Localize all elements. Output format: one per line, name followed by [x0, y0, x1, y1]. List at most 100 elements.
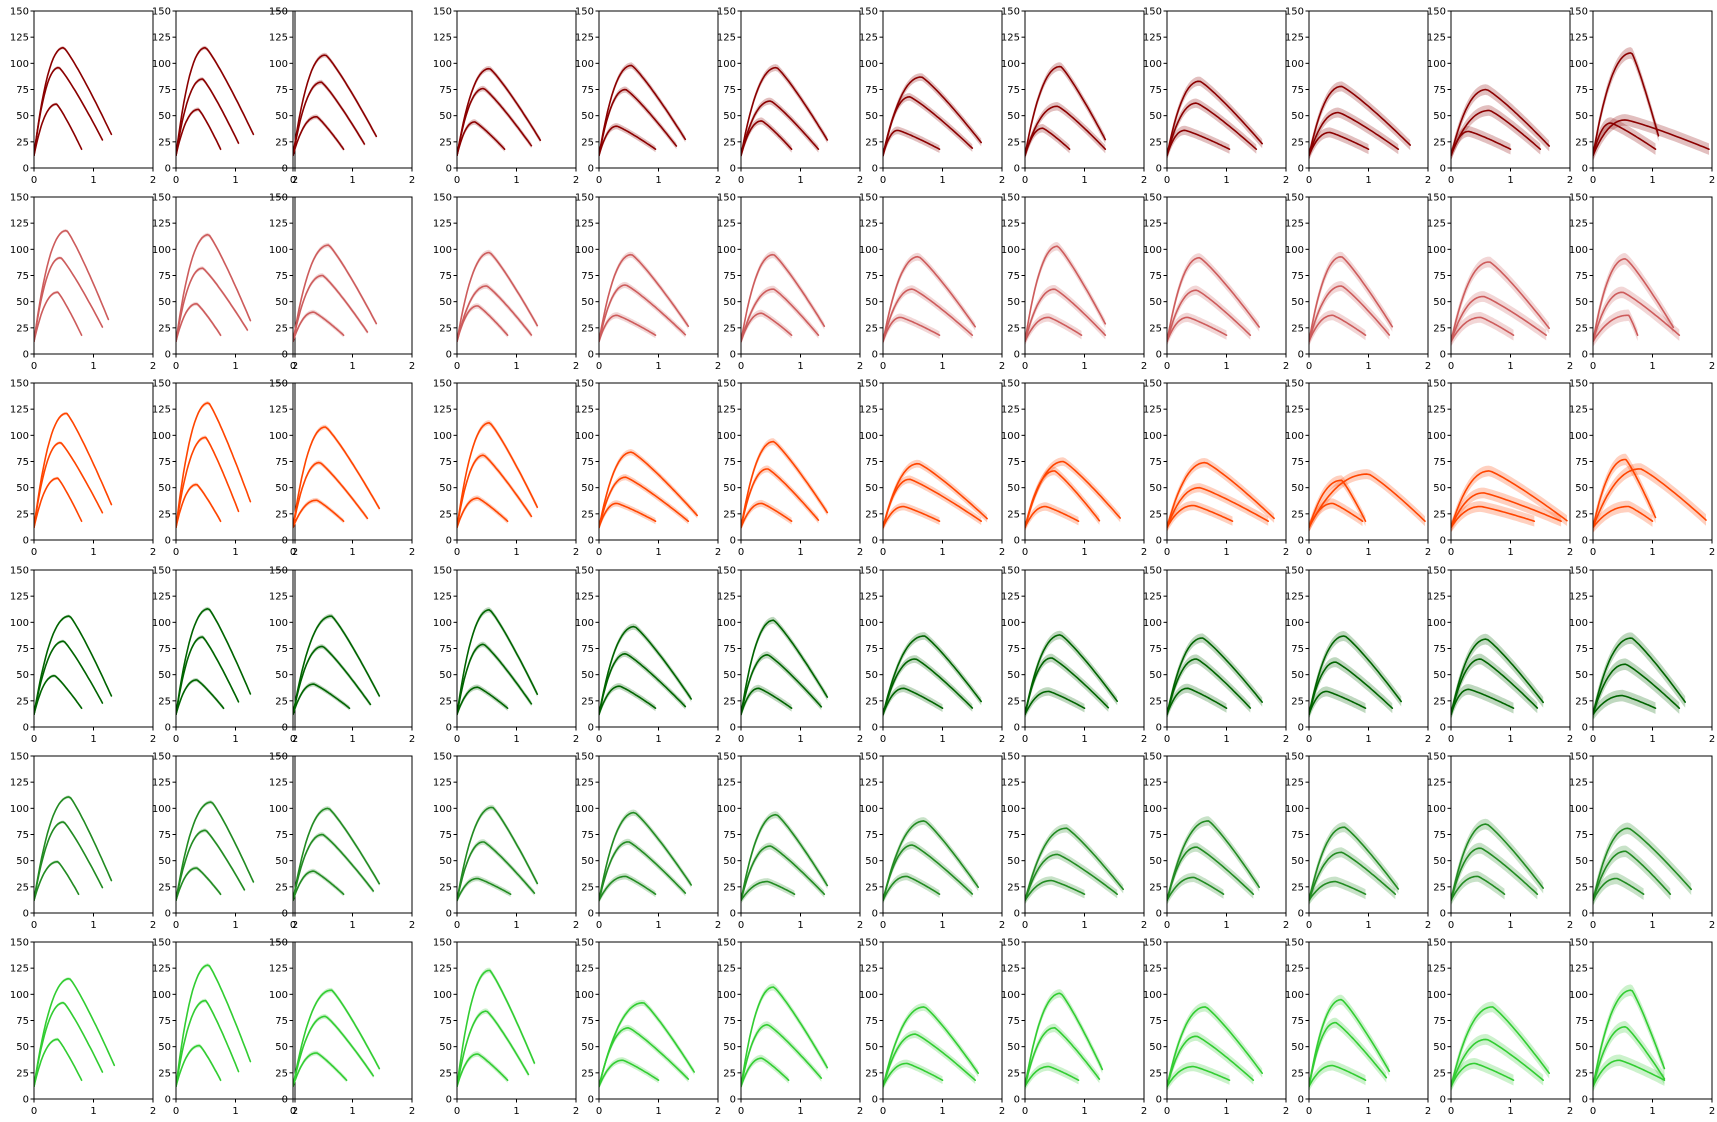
x-tick-label: 1: [349, 920, 355, 931]
x-tick-label: 2: [1425, 734, 1431, 745]
x-tick-label: 2: [857, 920, 863, 931]
x-tick-label: 0: [1164, 175, 1170, 186]
y-tick-label: 100: [717, 618, 736, 629]
y-tick-label: 25: [16, 137, 29, 148]
y-tick-label: 75: [158, 830, 171, 841]
series-2-band: [599, 1024, 689, 1090]
panel-r6-c11: 0 25 50 75 100 125 150 0 1 2: [1427, 938, 1573, 1118]
y-tick-label: 50: [16, 1042, 29, 1053]
y-tick-label: 25: [439, 1068, 452, 1079]
x-tick-label: 1: [1507, 547, 1513, 558]
y-tick-label: 50: [865, 111, 878, 122]
series-2-band: [1451, 1034, 1544, 1092]
y-tick-label: 25: [723, 509, 736, 520]
series-3-line: [741, 502, 793, 529]
x-tick-label: 0: [1164, 547, 1170, 558]
x-tick-label: 0: [454, 734, 460, 745]
y-tick-label: 0: [730, 164, 736, 175]
y-tick-label: 125: [1285, 405, 1304, 416]
y-tick-label: 125: [10, 592, 29, 603]
series-3-line: [1309, 690, 1367, 716]
series-2-line: [1167, 102, 1258, 157]
series-2-band: [1593, 114, 1709, 162]
x-tick-label: 0: [738, 361, 744, 372]
y-tick-label: 150: [433, 938, 452, 949]
x-tick-label: 1: [1649, 547, 1655, 558]
series-2-line: [741, 654, 823, 716]
y-tick-label: 75: [1149, 644, 1162, 655]
series-3-line: [293, 870, 345, 902]
series-3-band: [741, 684, 792, 718]
series-1-band: [599, 999, 695, 1090]
y-tick-label: 150: [575, 566, 594, 577]
x-tick-label: 0: [1164, 920, 1170, 931]
series-1-line: [883, 76, 982, 157]
y-tick-label: 25: [158, 1068, 171, 1079]
y-tick-label: 0: [1582, 723, 1588, 734]
series-1-band: [1309, 469, 1425, 533]
panel-curves: [599, 623, 692, 718]
x-tick-label: 1: [655, 1106, 661, 1117]
y-tick-label: 0: [730, 1095, 736, 1106]
y-tick-label: 75: [1007, 85, 1020, 96]
y-tick-label: 150: [1143, 193, 1162, 204]
x-tick-label: 2: [715, 361, 721, 372]
y-tick-label: 75: [865, 85, 878, 96]
series-2-line: [34, 640, 104, 716]
x-tick-label: 1: [797, 920, 803, 931]
series-2-line: [741, 288, 820, 343]
x-tick-label: 2: [1141, 361, 1147, 372]
y-tick-label: 50: [1149, 670, 1162, 681]
x-tick-label: 1: [939, 361, 945, 372]
x-tick-label: 1: [1223, 1106, 1229, 1117]
x-tick-label: 0: [1448, 547, 1454, 558]
series-2-line: [1025, 105, 1107, 157]
y-tick-label: 75: [1149, 85, 1162, 96]
panel-curves: [1025, 630, 1118, 719]
axes-frame: [1450, 755, 1571, 914]
x-tick-label: 1: [513, 1106, 519, 1117]
x-tick-label: 2: [1567, 920, 1573, 931]
series-2-band: [1167, 483, 1269, 533]
y-tick-label: 100: [433, 431, 452, 442]
y-tick-label: 75: [275, 271, 288, 282]
series-3-line: [457, 121, 506, 157]
series-1-line: [741, 253, 826, 343]
series-3-line: [1309, 314, 1367, 343]
series-1-line: [1309, 256, 1394, 343]
x-tick-label: 1: [232, 175, 238, 186]
axes-frame: [33, 382, 154, 541]
series-3-line: [1451, 1062, 1515, 1088]
x-tick-label: 2: [857, 1106, 863, 1117]
y-tick-label: 100: [1427, 59, 1446, 70]
x-tick-label: 2: [150, 734, 156, 745]
x-tick-label: 2: [715, 734, 721, 745]
y-tick-label: 125: [269, 405, 288, 416]
y-tick-label: 75: [439, 85, 452, 96]
axes-frame: [882, 569, 1003, 728]
x-tick-label: 1: [1365, 734, 1371, 745]
series-3-band: [1593, 872, 1644, 907]
panel-r5-c5: 0 25 50 75 100 125 150 0 1 2: [575, 752, 721, 932]
x-tick-label: 2: [999, 920, 1005, 931]
y-tick-label: 50: [1291, 856, 1304, 867]
panel-curves: [599, 999, 695, 1090]
series-2-line: [1451, 492, 1562, 529]
axes-frame: [33, 569, 154, 728]
series-2-band: [741, 97, 819, 159]
series-2-line: [457, 643, 533, 716]
series-1-band: [883, 73, 982, 160]
y-tick-label: 125: [1001, 964, 1020, 975]
y-tick-label: 25: [158, 509, 171, 520]
series-3-line: [1593, 1059, 1666, 1088]
y-tick-label: 75: [1007, 644, 1020, 655]
x-tick-label: 1: [232, 734, 238, 745]
y-tick-label: 0: [282, 536, 288, 547]
series-2-line: [34, 1001, 104, 1088]
y-tick-label: 75: [439, 830, 452, 841]
series-3-line: [741, 1057, 790, 1088]
y-tick-label: 150: [575, 379, 594, 390]
series-1-line: [1309, 85, 1411, 157]
y-tick-label: 25: [16, 696, 29, 707]
x-tick-label: 2: [1567, 1106, 1573, 1117]
